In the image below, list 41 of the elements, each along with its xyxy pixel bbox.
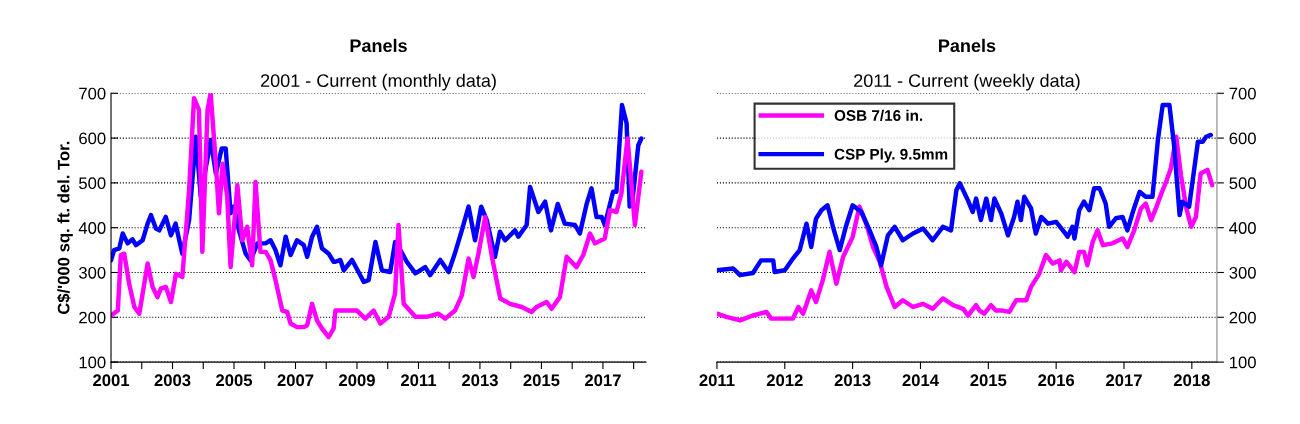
y2-tick-label: 700 — [1229, 87, 1256, 100]
y2-tick-label: 100 — [1230, 356, 1256, 369]
x-tick-label: 2009 — [339, 374, 375, 387]
y-tick-label: 100 — [79, 356, 106, 369]
legend-label: CSP Ply. 9.5mm — [834, 148, 948, 163]
y-tick-label: 700 — [79, 87, 106, 100]
y2-tick-label: 500 — [1229, 177, 1256, 190]
x-tick-label: 2017 — [1106, 374, 1142, 387]
y2-tick-label: 600 — [1229, 132, 1256, 145]
x-tick-label: 2018 — [1173, 374, 1210, 387]
x-tick-label: 2013 — [834, 374, 871, 387]
x-tick-label: 2015 — [970, 374, 1007, 387]
y-tick-label: 200 — [79, 311, 106, 324]
x-tick-label: 2011 — [699, 374, 735, 387]
x-tick-label: 2016 — [1038, 374, 1075, 387]
y2-tick-label: 400 — [1229, 222, 1256, 234]
y-tick-label: 400 — [78, 222, 106, 234]
line-series — [716, 134, 1215, 323]
legend-label: OSB 7/16 in. — [834, 109, 923, 122]
y-axis-title: C$/'000 sq. ft. del. Tor. — [56, 141, 73, 315]
x-tick-label: 2003 — [154, 374, 191, 387]
y-tick-label: 500 — [79, 177, 106, 190]
y2-tick-label: 200 — [1229, 311, 1256, 324]
x-tick-label: 2015 — [523, 374, 560, 387]
line-series — [716, 102, 1214, 278]
chart-subtitle: 2011 - Current (weekly data) — [854, 73, 1080, 91]
x-tick-label: 2014 — [902, 374, 939, 387]
chart-title: Panels — [350, 38, 407, 53]
y-tick-label: 600 — [79, 132, 106, 145]
x-tick-label: 2005 — [216, 374, 253, 387]
chart-title: Panels — [939, 38, 996, 53]
x-tick-label: 2007 — [277, 374, 314, 387]
x-tick-label: 2011 — [400, 374, 437, 387]
x-tick-label: 2017 — [584, 374, 621, 387]
line-series — [111, 93, 644, 340]
chart-subtitle: 2001 - Current (monthly data) — [260, 73, 496, 91]
y-tick-label: 300 — [78, 266, 106, 279]
y2-tick-label: 300 — [1229, 266, 1256, 279]
x-tick-label: 2013 — [461, 374, 498, 387]
x-tick-label: 2012 — [766, 374, 803, 387]
x-tick-label: 2001 — [93, 374, 130, 387]
